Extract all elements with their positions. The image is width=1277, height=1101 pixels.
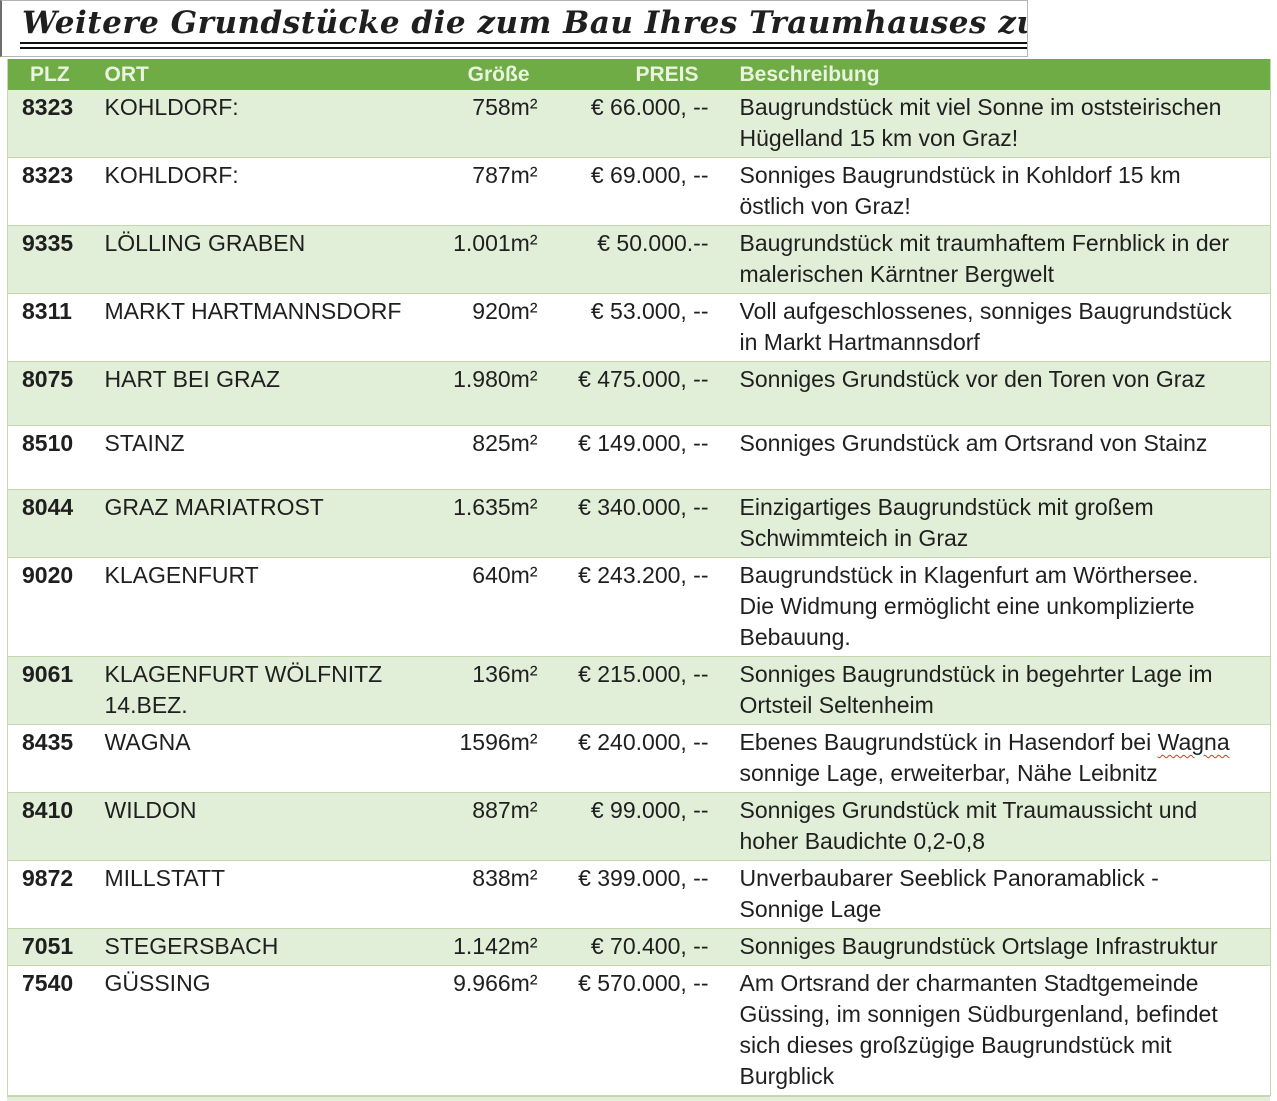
cell-plz: 8323 — [7, 90, 105, 158]
cell-groesse: 787m² — [414, 157, 540, 226]
cell-groesse: 887m² — [414, 792, 540, 861]
cell-ort: STEGERSBACH — [104, 928, 415, 966]
table-row: 9335 LÖLLING GRABEN 1.001m² € 50.000.-- Baug… — [7, 225, 1271, 294]
cell-ort: KLAGENFURT — [104, 557, 415, 657]
table-row: 8075 HART BEI GRAZ 1.980m² € 475.000, -- Son… — [7, 361, 1271, 426]
next-row-sliver — [7, 1096, 1270, 1101]
cell-groesse: 920m² — [414, 293, 540, 362]
cell-ort: KOHLDORF: — [104, 157, 415, 226]
column-header-groesse: Größe — [414, 59, 540, 90]
cell-ort: HART BEI GRAZ — [104, 361, 415, 426]
cell-preis: € 240.000, -- — [539, 724, 717, 793]
cell-beschreibung: Baugrundstück in Klagenfurt am Wörtherse… — [716, 557, 1271, 657]
cell-ort: KLAGENFURT WÖLFNITZ 14.BEZ. — [104, 656, 415, 725]
cell-preis: € 149.000, -- — [539, 425, 717, 490]
table-row: 8323 KOHLDORF: 787m² € 69.000, -- Sonniges B… — [7, 157, 1271, 226]
cell-beschreibung: Voll aufgeschlossenes, sonniges Baugrund… — [716, 293, 1271, 362]
table-row: 7051 STEGERSBACH 1.142m² € 70.400, -- Sonnig… — [7, 928, 1271, 966]
cell-groesse: 1.142m² — [414, 928, 540, 966]
cell-plz: 9020 — [7, 557, 105, 657]
cell-plz: 7540 — [7, 965, 105, 1096]
cell-groesse: 1596m² — [414, 724, 540, 793]
cell-preis: € 570.000, -- — [539, 965, 717, 1096]
cell-plz: 8323 — [7, 157, 105, 226]
cell-plz: 8410 — [7, 792, 105, 861]
column-header-beschreibung: Beschreibung — [716, 59, 1271, 90]
cell-plz: 8435 — [7, 724, 105, 793]
table-row: 7540 GÜSSING 9.966m² € 570.000, -- Am Ortsra… — [7, 965, 1271, 1096]
cell-beschreibung: Einzigartiges Baugrundstück mit großem S… — [716, 489, 1271, 558]
cell-beschreibung: Am Ortsrand der charmanten Stadtgemeinde… — [716, 965, 1271, 1096]
cell-preis: € 399.000, -- — [539, 860, 717, 929]
header-row: PLZ ORT Größe PREIS Beschreibung — [7, 59, 1271, 90]
cell-groesse: 1.635m² — [414, 489, 540, 558]
cell-plz: 8510 — [7, 425, 105, 490]
cell-groesse: 825m² — [414, 425, 540, 490]
table-row: 9872 MILLSTATT 838m² € 399.000, -- Unverbaub… — [7, 860, 1271, 929]
cell-groesse: 1.980m² — [414, 361, 540, 426]
cell-plz: 8044 — [7, 489, 105, 558]
cell-ort: WILDON — [104, 792, 415, 861]
cell-ort: GRAZ MARIATROST — [104, 489, 415, 558]
page-title: Weitere Grundstücke die zum Bau Ihres Tr… — [20, 5, 1027, 49]
listings-body: 8323 KOHLDORF: 758m² € 66.000, -- Baugrundst… — [7, 90, 1271, 1096]
cell-preis: € 475.000, -- — [539, 361, 717, 426]
title-box: Weitere Grundstücke die zum Bau Ihres Tr… — [0, 0, 1028, 57]
cell-groesse: 136m² — [414, 656, 540, 725]
table-row: 8311 MARKT HARTMANNSDORF 920m² € 53.000, --… — [7, 293, 1271, 362]
cell-beschreibung: Sonniges Baugrundstück Ortslage Infrastr… — [716, 928, 1271, 966]
cell-ort: MARKT HARTMANNSDORF — [104, 293, 415, 362]
cell-ort: GÜSSING — [104, 965, 415, 1096]
cell-plz: 9061 — [7, 656, 105, 725]
listings-table: PLZ ORT Größe PREIS Beschreibung 8323 KOHLDOR… — [7, 59, 1271, 1096]
table-row: 8410 WILDON 887m² € 99.000, -- Sonniges Grun… — [7, 792, 1271, 861]
cell-groesse: 640m² — [414, 557, 540, 657]
cell-preis: € 70.400, -- — [539, 928, 717, 966]
cell-preis: € 53.000, -- — [539, 293, 717, 362]
cell-beschreibung: Ebenes Baugrundstück in Hasendorf bei Wa… — [716, 724, 1271, 793]
cell-preis: € 243.200, -- — [539, 557, 717, 657]
cell-ort: STAINZ — [104, 425, 415, 490]
cell-groesse: 9.966m² — [414, 965, 540, 1096]
cell-groesse: 838m² — [414, 860, 540, 929]
cell-beschreibung: Unverbaubarer Seeblick Panoramablick - S… — [716, 860, 1271, 929]
cell-plz: 8075 — [7, 361, 105, 426]
cell-beschreibung: Sonniges Grundstück vor den Toren von Gr… — [716, 361, 1271, 426]
cell-plz: 7051 — [7, 928, 105, 966]
cell-plz: 9335 — [7, 225, 105, 294]
column-header-ort: ORT — [104, 59, 415, 90]
table-row: 9061 KLAGENFURT WÖLFNITZ 14.BEZ. 136m² € 21… — [7, 656, 1271, 725]
cell-ort: KOHLDORF: — [104, 90, 415, 158]
cell-preis: € 340.000, -- — [539, 489, 717, 558]
column-header-preis: PREIS — [539, 59, 717, 90]
cell-beschreibung: Sonniges Baugrundstück in begehrter Lage… — [716, 656, 1271, 725]
cell-ort: MILLSTATT — [104, 860, 415, 929]
cell-ort: WAGNA — [104, 724, 415, 793]
column-header-plz: PLZ — [7, 59, 105, 90]
cell-plz: 9872 — [7, 860, 105, 929]
cell-beschreibung: Baugrundstück mit traumhaftem Fernblick … — [716, 225, 1271, 294]
table-row: 8323 KOHLDORF: 758m² € 66.000, -- Baugrundst… — [7, 90, 1271, 158]
cell-groesse: 758m² — [414, 90, 540, 158]
table-row: 8044 GRAZ MARIATROST 1.635m² € 340.000, -- E… — [7, 489, 1271, 558]
cell-beschreibung: Sonniges Grundstück am Ortsrand von Stai… — [716, 425, 1271, 490]
cell-plz: 8311 — [7, 293, 105, 362]
cell-beschreibung: Sonniges Grundstück mit Traumaussicht un… — [716, 792, 1271, 861]
cell-beschreibung: Sonniges Baugrundstück in Kohldorf 15 km… — [716, 157, 1271, 226]
cell-preis: € 99.000, -- — [539, 792, 717, 861]
table-row: 8435 WAGNA 1596m² € 240.000, -- Ebenes Baugr… — [7, 724, 1271, 793]
cell-groesse: 1.001m² — [414, 225, 540, 294]
cell-ort: LÖLLING GRABEN — [104, 225, 415, 294]
table-row: 8510 STAINZ 825m² € 149.000, -- Sonniges Gru… — [7, 425, 1271, 490]
spellcheck-word: Wagna — [1157, 729, 1230, 755]
table-row: 9020 KLAGENFURT 640m² € 243.200, -- Baugrund… — [7, 557, 1271, 657]
cell-preis: € 69.000, -- — [539, 157, 717, 226]
cell-preis: € 215.000, -- — [539, 656, 717, 725]
cell-preis: € 50.000.-- — [539, 225, 717, 294]
cell-beschreibung: Baugrundstück mit viel Sonne im oststeir… — [716, 90, 1271, 158]
cell-preis: € 66.000, -- — [539, 90, 717, 158]
